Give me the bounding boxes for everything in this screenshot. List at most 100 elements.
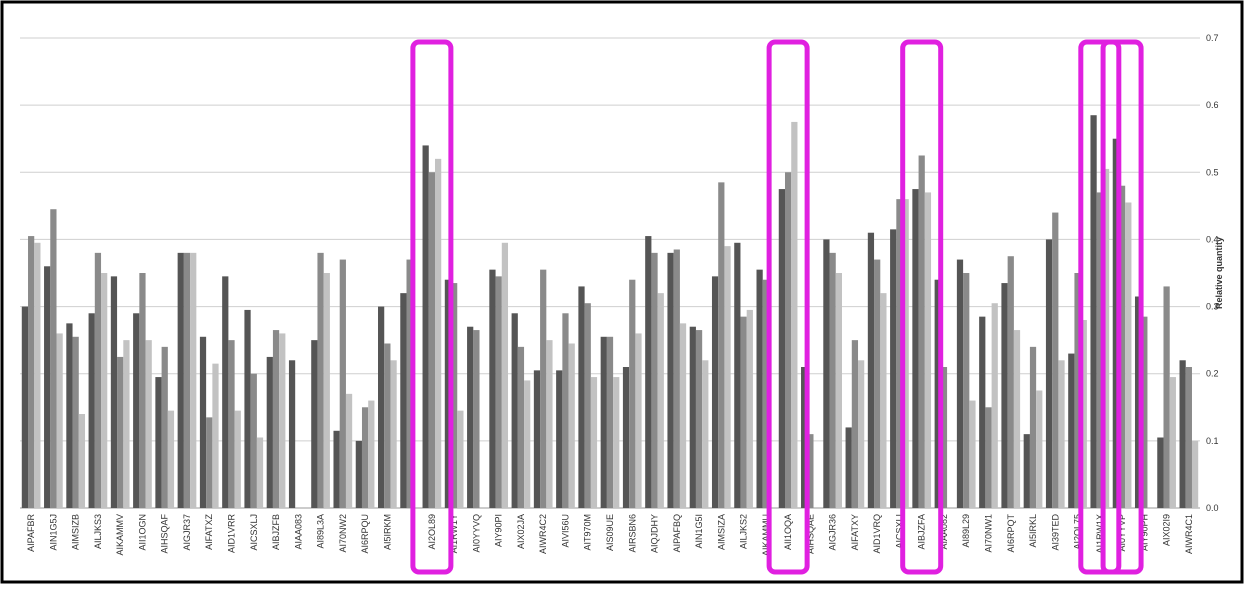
x-tick-label: AIN1G5I bbox=[694, 514, 704, 549]
bar bbox=[1001, 283, 1008, 508]
bar bbox=[969, 400, 976, 508]
bar bbox=[345, 393, 353, 508]
bar bbox=[155, 377, 162, 508]
x-tick-label: AIT970M bbox=[583, 514, 593, 551]
bar bbox=[101, 273, 108, 508]
bar bbox=[117, 356, 124, 508]
bar bbox=[807, 434, 814, 508]
bar bbox=[880, 293, 887, 508]
x-tick-label: AIY90PI bbox=[494, 514, 504, 547]
bar bbox=[28, 236, 35, 509]
y-tick-label: 0.4 bbox=[1206, 234, 1219, 244]
x-tick-label: AIBJZFB bbox=[271, 514, 281, 550]
bar bbox=[222, 276, 229, 508]
bar bbox=[400, 293, 407, 508]
bar bbox=[133, 313, 140, 508]
highlight-box bbox=[766, 39, 810, 575]
bar bbox=[851, 340, 859, 508]
bar bbox=[234, 410, 241, 508]
bar bbox=[918, 155, 925, 508]
bar bbox=[651, 252, 658, 508]
bar bbox=[212, 363, 219, 508]
x-tick-label: AIY90PH bbox=[1139, 514, 1149, 551]
bar bbox=[896, 199, 903, 508]
bar bbox=[244, 309, 251, 508]
bar bbox=[1185, 367, 1192, 508]
x-tick-label: AIX02I9 bbox=[1162, 514, 1172, 546]
bar bbox=[1013, 330, 1021, 508]
bar bbox=[1068, 353, 1075, 508]
bar bbox=[556, 370, 563, 508]
bar bbox=[940, 367, 948, 508]
highlight-box bbox=[900, 39, 944, 575]
bar bbox=[56, 333, 63, 508]
highlight-box bbox=[1078, 39, 1122, 575]
x-tick-label: AI89L29 bbox=[961, 514, 971, 548]
bar bbox=[457, 410, 464, 508]
bar bbox=[422, 145, 429, 508]
x-tick-label: AIKAMMV bbox=[115, 514, 125, 556]
bar bbox=[689, 326, 696, 508]
bar bbox=[874, 259, 881, 508]
bar bbox=[368, 400, 375, 508]
bar bbox=[1096, 192, 1103, 508]
bar bbox=[1074, 273, 1081, 508]
bar bbox=[829, 252, 836, 508]
bar bbox=[613, 377, 620, 508]
x-tick-label: AIQJDHY bbox=[650, 514, 660, 553]
bar bbox=[673, 249, 680, 508]
bar bbox=[718, 182, 725, 508]
bar bbox=[50, 209, 57, 508]
bar bbox=[934, 279, 941, 508]
bar bbox=[145, 340, 152, 508]
x-tick-label: AILJKS2 bbox=[739, 514, 749, 549]
x-tick-label: AI2OL89 bbox=[427, 514, 437, 550]
bar bbox=[1141, 316, 1148, 508]
bar bbox=[1090, 115, 1097, 508]
bar bbox=[629, 279, 636, 508]
bar bbox=[724, 246, 731, 508]
x-tick-label: AIVI56U bbox=[560, 514, 570, 548]
bar bbox=[44, 266, 51, 508]
bar bbox=[78, 414, 86, 508]
bar bbox=[390, 360, 397, 508]
x-tick-label: AIWR4C1 bbox=[1184, 514, 1194, 554]
bar bbox=[562, 313, 569, 508]
bar bbox=[139, 273, 146, 508]
x-tick-label: AIGJR37 bbox=[182, 514, 192, 551]
bar bbox=[495, 276, 502, 508]
x-tick-label: AIRSBN6 bbox=[627, 514, 637, 553]
bar bbox=[533, 370, 541, 508]
bar bbox=[1023, 434, 1030, 508]
bar bbox=[1125, 202, 1132, 508]
bar bbox=[1029, 346, 1037, 508]
bar bbox=[890, 229, 897, 508]
x-tick-label: AID1VRQ bbox=[872, 514, 882, 554]
x-tick-label: AIFATXZ bbox=[204, 514, 214, 550]
x-tick-label: AIMSIZA bbox=[716, 514, 726, 550]
bar bbox=[489, 269, 496, 508]
x-tick-label: AII1OGN bbox=[137, 514, 147, 551]
bar bbox=[635, 333, 642, 508]
bar bbox=[1163, 286, 1170, 508]
bar bbox=[1112, 138, 1119, 508]
bar bbox=[190, 252, 197, 508]
bar bbox=[467, 326, 474, 508]
x-tick-label: AIKAMMU bbox=[761, 514, 771, 556]
bar bbox=[428, 172, 436, 509]
x-tick-label: AIHSQAF bbox=[160, 514, 170, 554]
x-tick-label: AI5IRKM bbox=[382, 514, 392, 550]
bar bbox=[963, 273, 970, 508]
bar bbox=[711, 276, 719, 508]
bar bbox=[912, 189, 919, 509]
bar bbox=[266, 356, 273, 508]
bar bbox=[1045, 239, 1053, 508]
bar bbox=[1102, 168, 1110, 508]
x-tick-label: AIMSIZB bbox=[71, 514, 81, 550]
bar bbox=[746, 309, 753, 508]
x-tick-label: AIPAFBQ bbox=[672, 514, 682, 552]
x-tick-label: AICSXLJ bbox=[249, 514, 259, 551]
bar bbox=[801, 367, 808, 508]
bar bbox=[845, 427, 852, 508]
bar bbox=[902, 199, 909, 508]
